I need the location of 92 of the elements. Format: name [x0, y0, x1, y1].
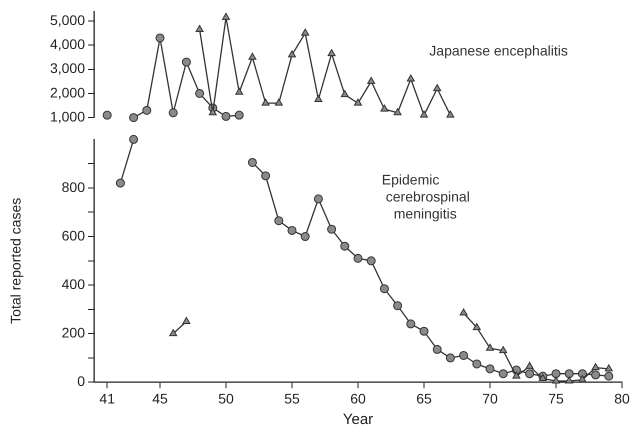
point: [222, 12, 230, 20]
point: [169, 329, 178, 336]
point: [592, 363, 600, 370]
y-tick-label: 200: [62, 324, 86, 340]
point: [274, 216, 284, 226]
x-axis-title: Year: [342, 411, 374, 428]
point: [196, 25, 204, 32]
point: [328, 49, 336, 56]
x-tick-label: 55: [284, 390, 300, 406]
point: [552, 376, 560, 384]
point: [340, 242, 350, 251]
point: [366, 256, 376, 266]
y-tick-label: 800: [62, 178, 86, 195]
x-tick-label: 75: [548, 390, 564, 406]
x-tick-label: 65: [416, 390, 432, 406]
x-tick-label: 50: [218, 390, 234, 406]
point: [420, 326, 428, 336]
point: [327, 224, 336, 234]
point: [394, 108, 402, 116]
point: [301, 28, 310, 36]
point: [446, 353, 455, 362]
point: [446, 110, 454, 118]
point: [525, 369, 534, 378]
y-tick-label: 0: [77, 373, 86, 390]
point: [604, 372, 614, 381]
point: [222, 112, 230, 121]
point: [195, 88, 204, 98]
point: [526, 362, 534, 369]
point: [314, 95, 322, 102]
point: [498, 369, 508, 378]
x-tick-label: 60: [350, 390, 366, 406]
point: [288, 50, 296, 58]
y-tick-label: 2,000: [50, 84, 86, 100]
y-tick-label: 400: [62, 276, 86, 292]
point: [432, 344, 442, 354]
point: [261, 171, 270, 180]
point: [499, 346, 508, 354]
point: [380, 284, 389, 294]
y-tick-label: 1,000: [50, 108, 86, 124]
point: [248, 52, 256, 60]
x-tick-label: 70: [482, 390, 498, 406]
point: [459, 350, 468, 360]
x-tick-label: 45: [152, 390, 168, 406]
point: [274, 98, 283, 106]
x-tick-label: 80: [614, 390, 630, 406]
point: [406, 74, 415, 82]
point: [314, 194, 323, 204]
point: [486, 344, 494, 351]
point: [235, 88, 244, 95]
point: [512, 372, 520, 379]
point: [142, 106, 152, 115]
point: [116, 178, 125, 188]
point: [460, 308, 468, 316]
point: [168, 108, 178, 118]
y-tick-label: 3,000: [50, 60, 86, 76]
y-tick-label: 4,000: [50, 36, 86, 52]
point: [129, 113, 138, 122]
point: [102, 110, 112, 120]
point: [129, 134, 138, 144]
point: [367, 76, 376, 84]
point: [288, 226, 296, 235]
point: [234, 110, 244, 120]
point: [564, 369, 574, 378]
text: Epidemic cerebrospinal meningitis: [382, 172, 470, 222]
point: [552, 369, 560, 378]
y-axis-title: Total reported cases: [7, 198, 24, 324]
point: [262, 98, 270, 106]
point: [565, 376, 574, 384]
series-label: Japanese encephalitis: [429, 42, 568, 59]
point: [182, 317, 190, 324]
point: [433, 84, 442, 92]
point: [340, 90, 349, 98]
point: [393, 301, 402, 310]
point: [300, 232, 310, 242]
point: [472, 359, 482, 368]
point: [578, 375, 586, 382]
x-tick-label: 41: [99, 390, 116, 406]
point: [182, 58, 191, 67]
point: [604, 364, 613, 372]
point: [406, 319, 416, 328]
point: [248, 158, 257, 167]
point: [354, 254, 362, 263]
point: [538, 374, 547, 382]
point: [591, 370, 600, 380]
point: [156, 33, 164, 42]
y-tick-label: 5,000: [50, 12, 86, 28]
point: [380, 104, 388, 112]
point: [486, 364, 494, 374]
point: [420, 110, 428, 118]
point: [354, 98, 362, 106]
y-tick-label: 600: [62, 227, 86, 244]
point: [472, 323, 481, 330]
